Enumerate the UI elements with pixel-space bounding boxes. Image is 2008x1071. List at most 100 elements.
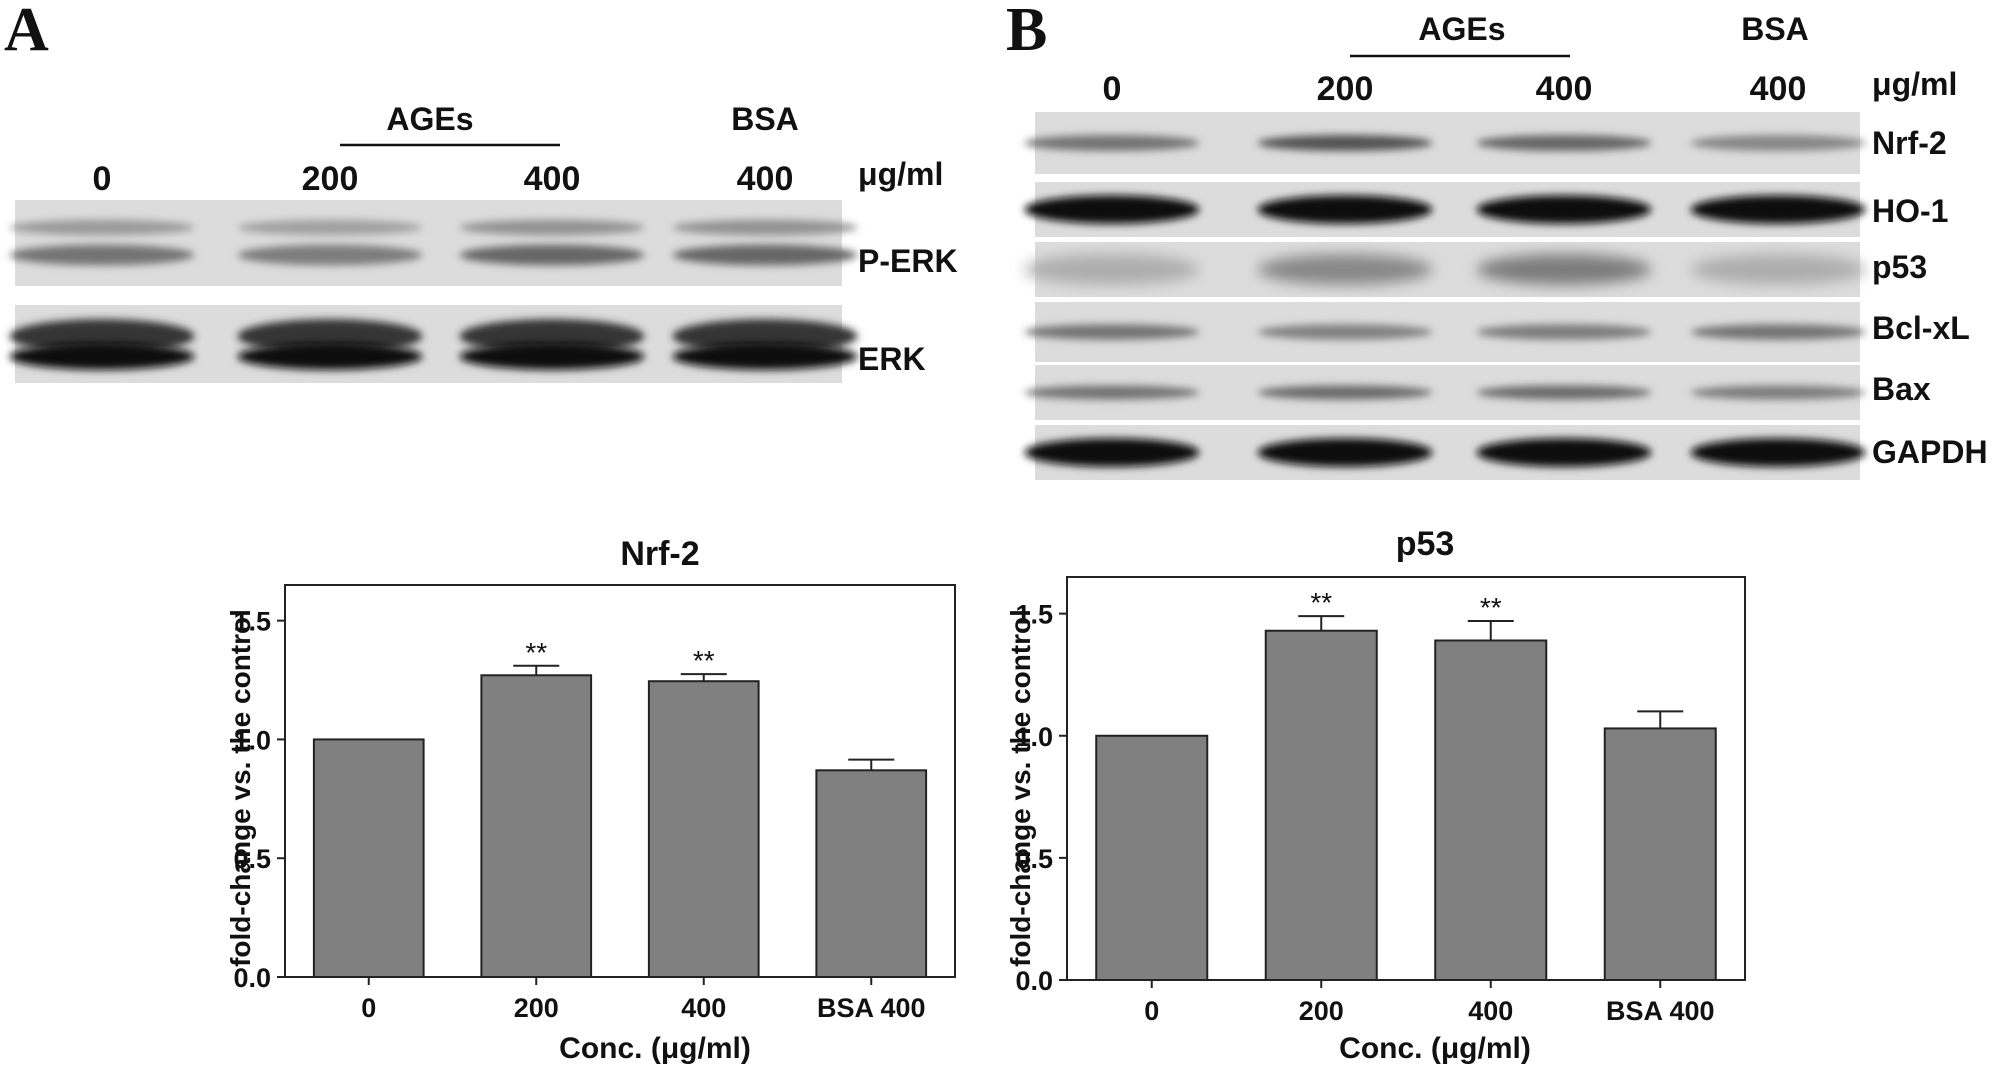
panel-b-conc-1: 200	[1317, 70, 1374, 108]
band-erk-lane-1	[9, 319, 195, 370]
plot-frame	[284, 584, 956, 978]
panel-b-letter: B	[1006, 0, 1047, 64]
panel-a-conc-0: 0	[93, 160, 112, 198]
band-erk-lane-4	[672, 319, 858, 370]
panel-b-conc-labels: 0 200 400 400	[1103, 70, 1807, 108]
y-tick-label: 0.0	[233, 963, 271, 993]
y-tick-label: 1.0	[1015, 722, 1053, 752]
panel-b-conc-0: 0	[1103, 70, 1122, 108]
band-p-erk-lane-4	[672, 219, 858, 266]
x-tick-label: 200	[514, 993, 559, 1023]
y-tick-label: 0.5	[233, 844, 271, 874]
panel-b-blots	[1024, 112, 1866, 480]
band-gapdh-lane-1	[1024, 438, 1200, 467]
blot-p53	[1024, 242, 1866, 297]
blot-label-nrf-2: Nrf-2	[1872, 125, 1947, 161]
band-p-erk-lane-1	[9, 219, 195, 266]
blot-label-p-erk: P-ERK	[858, 243, 958, 279]
chart-p53-title: p53	[1396, 525, 1455, 563]
blot-bcl-xl	[1024, 302, 1866, 362]
bar	[312, 738, 425, 979]
bar	[1434, 639, 1548, 982]
band-ho-1-lane-1	[1024, 195, 1200, 224]
x-tick-label: BSA 400	[1606, 996, 1715, 1026]
blot-label-ho-1: HO-1	[1872, 193, 1948, 229]
plot-frame	[1066, 576, 1746, 981]
panel-a-blots	[9, 200, 858, 383]
blot-label-bcl-xl: Bcl-xL	[1872, 310, 1970, 346]
blot-bax	[1024, 365, 1866, 420]
band-nrf-2-lane-1	[1024, 134, 1200, 152]
bar	[815, 769, 928, 978]
y-tick-label: 0.5	[1015, 844, 1053, 874]
chart-nrf2-xlabel: Conc. (μg/ml)	[559, 1032, 751, 1065]
x-tick-label: 200	[1299, 996, 1344, 1026]
band-bax-lane-1	[1024, 385, 1200, 400]
band-bcl-xl-lane-3	[1476, 324, 1652, 340]
bar	[647, 680, 760, 979]
chart-nrf2-ylabel: fold-change vs. the control	[225, 609, 256, 967]
panel-b-conc-2: 400	[1536, 70, 1593, 108]
significance-label: **	[1310, 587, 1332, 618]
band-ho-1-lane-2	[1257, 195, 1433, 224]
significance-label: **	[1480, 592, 1502, 623]
band-p-erk-lane-2	[237, 219, 423, 266]
chart-p53: p53 fold-change vs. the control Conc. (μ…	[1005, 525, 1746, 1065]
chart-nrf2-title: Nrf-2	[620, 535, 699, 573]
band-bax-lane-4	[1690, 385, 1866, 400]
band-gapdh-lane-2	[1257, 438, 1433, 467]
blot-p-erk	[9, 200, 858, 286]
chart-p53-plot: 0.0 0.5 1.0 1.5 0 ** 200 ** 400 BSA 400	[1015, 576, 1746, 1026]
band-gapdh-lane-3	[1476, 438, 1652, 467]
band-gapdh-lane-4	[1690, 438, 1866, 467]
band-nrf-2-lane-4	[1690, 134, 1866, 152]
band-p53-lane-3	[1476, 254, 1652, 285]
blot-nrf-2	[1024, 112, 1866, 174]
bar	[480, 674, 593, 979]
band-bcl-xl-lane-1	[1024, 324, 1200, 340]
band-bcl-xl-lane-2	[1257, 324, 1433, 340]
y-tick-label: 1.5	[1015, 600, 1053, 630]
band-p53-lane-2	[1257, 254, 1433, 285]
band-ho-1-lane-3	[1476, 195, 1652, 224]
chart-p53-xlabel: Conc. (μg/ml)	[1339, 1032, 1531, 1065]
blot-label-p53: p53	[1872, 249, 1927, 285]
y-tick-label: 1.0	[233, 725, 271, 755]
significance-label: **	[693, 645, 715, 676]
band-bcl-xl-lane-4	[1690, 324, 1866, 340]
panel-b-ages-label: AGEs	[1418, 11, 1505, 47]
blot-label-gapdh: GAPDH	[1872, 434, 1988, 470]
blot-label-bax: Bax	[1872, 371, 1931, 407]
band-bax-lane-2	[1257, 385, 1433, 400]
band-bax-lane-3	[1476, 385, 1652, 400]
x-tick-label: BSA 400	[817, 993, 926, 1023]
panel-a-unit-label: μg/ml	[858, 156, 943, 192]
band-ho-1-lane-4	[1690, 195, 1866, 224]
band-nrf-2-lane-3	[1476, 134, 1652, 152]
blot-ho-1	[1024, 182, 1866, 237]
panel-a-ages-label: AGEs	[386, 101, 473, 137]
panel-a-conc-labels: 0 200 400 400	[93, 160, 794, 198]
chart-p53-ylabel: fold-change vs. the control	[1005, 609, 1036, 967]
blot-strip-p-erk	[15, 200, 842, 286]
x-tick-label: 0	[361, 993, 376, 1023]
chart-nrf2-plot: 0.0 0.5 1.0 1.5 0 ** 200 ** 400 BSA 400	[233, 584, 956, 1023]
panel-a: A AGEs BSA 0 200 400 400 μg/ml P-ERK ERK	[4, 0, 958, 383]
bar	[1095, 734, 1209, 981]
y-tick-label: 0.0	[1015, 966, 1053, 996]
band-p53-lane-1	[1024, 254, 1200, 285]
panel-a-conc-2: 400	[524, 160, 581, 198]
panel-b-unit-label: μg/ml	[1872, 66, 1957, 102]
bar	[1264, 629, 1378, 981]
band-nrf-2-lane-2	[1257, 134, 1433, 152]
band-erk-lane-3	[459, 319, 645, 370]
blot-gapdh	[1024, 425, 1866, 480]
x-tick-label: 400	[1468, 996, 1513, 1026]
panel-b: B AGEs BSA 0 200 400 400 μg/ml Nrf-2 HO-…	[1006, 0, 1988, 480]
band-p53-lane-4	[1690, 254, 1866, 285]
panel-a-letter: A	[4, 0, 49, 64]
x-tick-label: 400	[681, 993, 726, 1023]
bar	[1603, 727, 1717, 981]
band-p-erk-lane-3	[459, 219, 645, 266]
